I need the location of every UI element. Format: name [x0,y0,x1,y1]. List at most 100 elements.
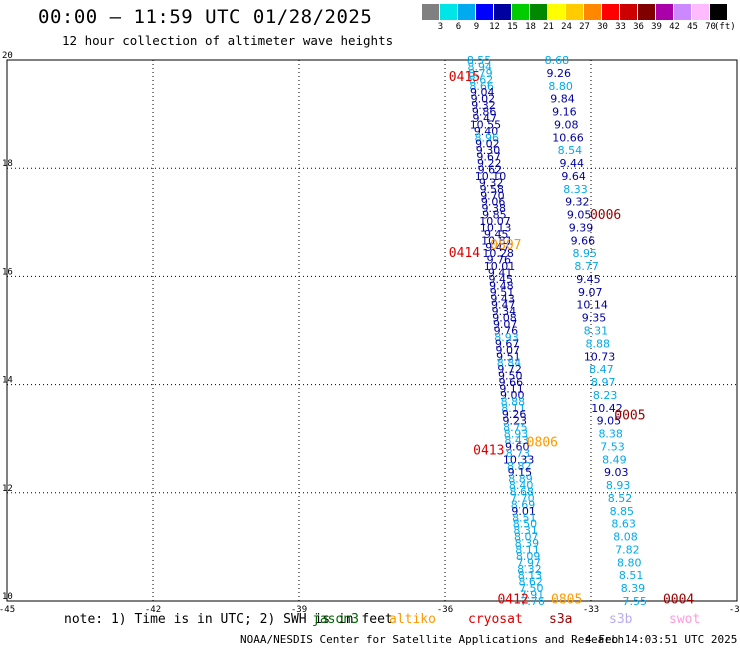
legend-tick-label: 27 [579,22,590,32]
wave-height-point: 8.47 [589,363,614,376]
wave-height-point: 8.93 [606,479,631,492]
wave-height-point: 9.03 [604,466,629,479]
legend-tick-label: 21 [543,22,554,32]
wave-height-point: 9.62 [478,163,503,176]
legend-swatch [638,4,655,20]
wave-height-point: 9.08 [554,118,579,131]
wave-height-point: 8.95 [572,247,597,260]
wave-height-point: 9.47 [485,241,510,254]
legend-tick-label: 18 [525,22,536,32]
wave-height-point: 9.40 [474,125,499,138]
wave-height-point: 9.16 [552,106,577,119]
track-time-label: 0806 [527,435,558,450]
legend-tick-label: 3 [437,22,444,32]
wave-height-point: 9.67 [476,151,501,164]
chart-subtitle: 12 hour collection of altimeter wave hei… [62,33,394,48]
wave-height-point: 9.67 [495,337,520,350]
legend-tick-label: 12 [489,22,500,32]
y-tick-label: 20 [2,51,13,61]
legend-tick-label: 9 [473,22,480,32]
x-tick-label: -36 [437,605,453,615]
wave-height-point: 8.08 [613,531,638,544]
wave-height-point: 9.26 [502,408,527,421]
wave-height-point: 9.04 [470,86,495,99]
wave-height-point: 9.07 [495,344,520,357]
wave-height-point: 8.09 [516,550,541,563]
wave-height-point: 9.01 [511,505,536,518]
legend-tick-label: 39 [651,22,662,32]
wave-height-point: 8.39 [621,582,646,595]
wave-height-point: 7.97 [517,556,542,569]
wave-height-point: 7.50 [519,582,544,595]
legend-swatch [584,4,601,20]
legend-tick-label: 70 [705,22,716,32]
legend-swatch [602,4,619,20]
y-tick-label: 10 [2,592,13,602]
wave-height-point: 9.45 [488,273,513,286]
wave-height-point: 9.26 [547,67,572,80]
legend-swatch [494,4,511,20]
track-time-label: 0415 [449,70,480,85]
chart-title: 00:00 – 11:59 UTC 01/28/2025 [38,6,373,28]
wave-height-point: 10.81 [481,234,513,247]
wave-height-point: 9.11 [499,382,524,395]
wave-height-point: 8.11 [515,543,540,556]
satellite-legend-s3b: s3b [609,612,633,627]
wave-height-point: 8.84 [497,357,522,370]
wave-height-point: 9.45 [576,273,601,286]
wave-height-point: 8.62 [469,73,494,86]
wave-height-point: 9.44 [560,157,585,170]
x-tick-label: -30 [729,605,740,615]
y-tick-label: 16 [2,267,13,277]
track-time-label: 0005 [614,408,645,423]
wave-height-point: 9.06 [481,196,506,209]
wave-height-point: 9.84 [550,93,575,106]
x-tick-label: -45 [0,605,15,615]
wave-height-point: 10.55 [470,118,502,131]
wave-height-point: 8.55 [467,54,492,67]
x-tick-label: -39 [291,605,307,615]
wave-height-point: 9.15 [508,466,533,479]
wave-height-point: 8.63 [611,518,636,531]
legend-tick-label: 15 [507,22,518,32]
wave-height-point: 7.76 [520,595,545,608]
wave-height-point: 8.94 [467,60,492,73]
legend-swatch [512,4,529,20]
wave-height-point: 9.41 [488,267,513,280]
wave-height-point: 7.53 [600,440,625,453]
wave-height-point: 8.96 [474,131,499,144]
wave-height-point: 9.22 [477,157,502,170]
footer-note: note: 1) Time is in UTC; 2) SWH is in fe… [64,612,393,627]
plot-frame [6,59,738,602]
legend-swatch [674,4,691,20]
wave-height-point: 9.32 [471,99,496,112]
wave-height-point: 9.34 [492,305,517,318]
wave-height-point: 10.28 [482,247,514,260]
track-time-label: 0807 [490,238,521,253]
wave-height-point: 8.88 [501,395,526,408]
wave-height-point: 8.33 [563,183,588,196]
wave-height-point: 8.66 [469,80,494,93]
wave-height-point: 9.32 [565,196,590,209]
wave-height-point: 10.33 [503,453,535,466]
wave-height-point: 9.76 [494,325,519,338]
wave-height-point: 9.58 [480,183,505,196]
wave-height-point: 10.14 [576,299,608,312]
legend-swatch [530,4,547,20]
wave-height-point: 9.45 [484,228,509,241]
wave-height-point: 8.85 [610,505,635,518]
footer-timestamp: 4 Feb 14:03:51 UTC 2025 [585,633,738,646]
satellite-legend-s3a: s3a [549,612,573,627]
satellite-legend-swot: swot [669,612,701,627]
wave-height-point: 8.49 [602,453,627,466]
wave-height-point: 9.35 [582,312,607,325]
wave-height-point: 8.11 [501,402,526,415]
wave-height-point: 9.66 [499,376,524,389]
wave-height-point: 9.08 [492,312,517,325]
wave-height-point: 9.48 [489,279,514,292]
wave-height-point: 8.50 [513,518,538,531]
wave-height-point: 8.80 [617,556,642,569]
wave-height-point: 10.66 [552,131,584,144]
track-time-label: 0006 [590,208,621,223]
wave-height-point: 9.23 [503,415,528,428]
